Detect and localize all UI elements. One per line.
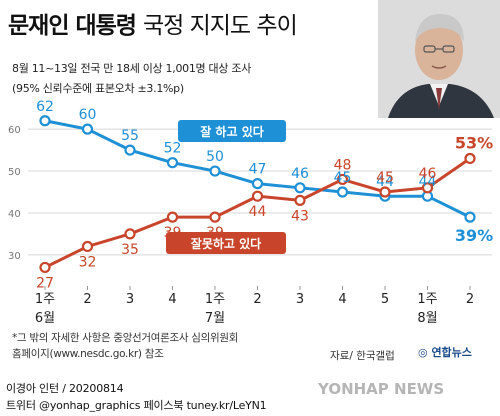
survey-info: 8월 11~13일 전국 만 18세 이상 1,001명 대상 조사 — [12, 62, 252, 75]
data-point — [379, 186, 391, 198]
data-label: 45 — [376, 170, 394, 186]
data-point — [81, 240, 94, 253]
data-label: 52 — [164, 141, 182, 157]
data-label: 43 — [291, 208, 309, 224]
month-label: 8월 — [417, 311, 437, 326]
x-tick-label: 1주 — [417, 292, 437, 307]
x-tick-label: 2 — [466, 292, 474, 307]
x-tick-label: 4 — [168, 292, 176, 307]
legend-box — [178, 120, 286, 142]
y-tick-label: 30 — [8, 251, 21, 262]
data-point — [39, 261, 51, 274]
data-label: 46 — [419, 166, 437, 182]
data-point — [294, 194, 306, 206]
president-portrait — [378, 0, 500, 118]
data-point — [124, 228, 136, 240]
final-value-label: 39% — [455, 226, 493, 245]
data-point — [464, 211, 476, 223]
data-label: 60 — [79, 107, 97, 123]
data-point — [251, 178, 264, 190]
data-point — [294, 182, 306, 194]
legend-box — [166, 232, 286, 254]
data-label: 35 — [121, 242, 139, 258]
x-tick-label: 3 — [126, 292, 134, 307]
x-tick-label: 4 — [338, 292, 346, 307]
data-label: 55 — [121, 128, 139, 144]
data-label: 44 — [249, 204, 267, 220]
x-tick-label: 2 — [83, 292, 91, 307]
data-point — [464, 152, 476, 165]
title-rest: 국정 지지도 추이 — [142, 13, 298, 39]
margin-info: (95% 신뢰수준에 표본오차 ±3.1%p) — [12, 82, 184, 95]
data-point — [421, 182, 434, 194]
data-label: 44 — [419, 174, 437, 190]
data-point — [81, 123, 94, 135]
source-text: 자료/ 한국갤럽 — [330, 350, 395, 362]
data-point — [336, 173, 349, 186]
data-point — [251, 190, 264, 202]
data-label: 44 — [376, 174, 394, 190]
logo-label: 연합뉴스 — [431, 346, 472, 359]
y-tick-label: 50 — [8, 167, 21, 178]
data-label: 50 — [206, 149, 224, 165]
data-label: 32 — [79, 254, 97, 270]
data-point — [124, 144, 136, 156]
yonhap-logo: ◎ 연합뉴스 — [418, 346, 472, 359]
watermark: YONHAP NEWS — [318, 380, 445, 398]
data-point — [39, 115, 51, 127]
data-label: 47 — [249, 162, 267, 178]
footnote-line1: *그 밖의 자세한 사항은 중앙선거여론조사 심의위원회 — [12, 332, 239, 344]
y-tick-label: 40 — [8, 209, 21, 220]
month-label: 7월 — [205, 311, 225, 326]
author-credit: 이경아 인턴 / 20200814 — [6, 382, 124, 395]
data-point — [209, 165, 221, 177]
data-point — [166, 157, 179, 169]
data-point — [209, 211, 221, 223]
x-tick-label: 1주 — [35, 292, 55, 307]
y-tick-label: 60 — [8, 125, 21, 136]
x-tick-label: 1주 — [205, 292, 225, 307]
footnote-line2: 홈페이지(www.nesdc.go.kr) 참조 — [12, 348, 164, 360]
month-label: 6월 — [35, 311, 55, 326]
x-tick-label: 2 — [253, 292, 261, 307]
legend-label: 잘못하고 있다 — [191, 236, 261, 251]
data-label: 45 — [334, 170, 352, 186]
data-label: 48 — [334, 157, 352, 173]
data-label: 46 — [291, 166, 309, 182]
social-credit: 트위터 @yonhap_graphics 페이스북 tuney.kr/LeYN1 — [6, 399, 267, 412]
chart-title: 문재인 대통령 국정 지지도 추이 — [8, 6, 298, 40]
data-label: 62 — [36, 100, 54, 115]
final-value-label: 53% — [455, 133, 493, 152]
data-point — [336, 186, 349, 198]
legend-label: 잘 하고 있다 — [200, 124, 264, 139]
x-tick-label: 3 — [296, 292, 304, 307]
title-bold: 문재인 대통령 — [8, 13, 137, 39]
data-label: 27 — [36, 275, 54, 291]
data-point — [166, 211, 179, 223]
x-tick-label: 5 — [381, 292, 389, 307]
